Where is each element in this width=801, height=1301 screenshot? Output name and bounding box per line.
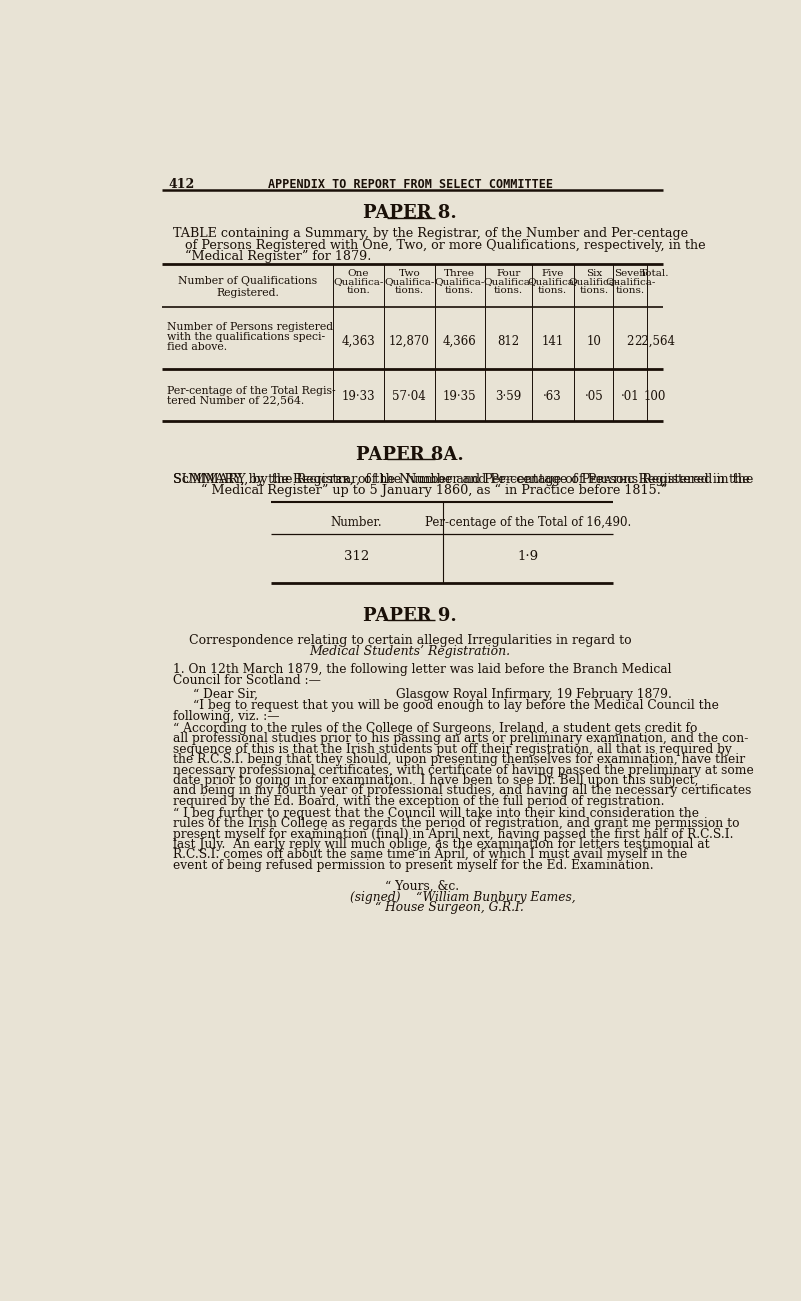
Text: Number of Qualifications: Number of Qualifications [178,276,317,286]
Text: sequence of this is that the Irish students put off their registration, all that: sequence of this is that the Irish stude… [173,743,732,756]
Text: Qualifica-: Qualifica- [483,277,533,286]
Text: APPENDIX TO REPORT FROM SELECT COMMITTEE: APPENDIX TO REPORT FROM SELECT COMMITTEE [268,178,553,191]
Text: “I beg to request that you will be good enough to lay before the Medical Council: “I beg to request that you will be good … [193,699,719,712]
Text: fied above.: fied above. [167,342,227,353]
Text: 19·35: 19·35 [443,390,477,403]
Text: tions.: tions. [445,286,474,295]
Text: Total.: Total. [640,268,670,277]
Text: “ House Surgeon, G.R.I.: “ House Surgeon, G.R.I. [375,902,524,915]
Text: tions.: tions. [579,286,609,295]
Text: One: One [348,268,369,277]
Text: event of being refused permission to present myself for the Ed. Examination.: event of being refused permission to pre… [173,859,654,872]
Text: “ Medical Register” up to 5 January 1860, as “ in Practice before 1815.”: “ Medical Register” up to 5 January 1860… [201,484,667,497]
Text: tions.: tions. [494,286,523,295]
Text: Seven: Seven [614,268,646,277]
Text: 1. On 12th March 1879, the following letter was laid before the Branch Medical: 1. On 12th March 1879, the following let… [173,662,671,675]
Text: ·05: ·05 [585,390,603,403]
Text: Glasgow Royal Infirmary, 19 February 1879.: Glasgow Royal Infirmary, 19 February 187… [396,688,672,701]
Text: 12,870: 12,870 [389,334,430,347]
Text: tered Number of 22,564.: tered Number of 22,564. [167,396,304,406]
Text: “ According to the rules of the College of Surgeons, Ireland, a student gets cre: “ According to the rules of the College … [173,722,698,735]
Text: 412: 412 [168,178,195,191]
Text: Three: Three [445,268,475,277]
Text: with the qualifications speci-: with the qualifications speci- [167,333,325,342]
Text: 57·04: 57·04 [392,390,426,403]
Text: the R.C.S.I. being that they should, upon presenting themselves for examination,: the R.C.S.I. being that they should, upo… [173,753,745,766]
Text: Number.: Number. [331,515,382,528]
Text: 22,564: 22,564 [634,334,675,347]
Text: 10: 10 [586,334,602,347]
Text: rules of the Irish College as regards the period of registration, and grant me p: rules of the Irish College as regards th… [173,817,739,830]
Text: SUMMARY, by the Registrar, of the Number and Per-centage of Persons Registered i: SUMMARY, by the Registrar, of the Number… [173,472,754,485]
Text: Six: Six [586,268,602,277]
Text: PAPER 9.: PAPER 9. [363,606,457,624]
Text: Qualifica-: Qualifica- [333,277,384,286]
Text: all professional studies prior to his passing an arts or preliminary examination: all professional studies prior to his pa… [173,732,748,745]
Text: Registered.: Registered. [216,288,279,298]
Text: “Medical Register” for 1879.: “Medical Register” for 1879. [185,250,372,263]
Text: ·01: ·01 [621,390,639,403]
Text: date prior to going in for examination.  I have been to see Dr. Bell upon this s: date prior to going in for examination. … [173,774,698,787]
Text: Medical Students’ Registration.: Medical Students’ Registration. [309,645,511,658]
Text: tions.: tions. [538,286,567,295]
Text: Qualifica-: Qualifica- [569,277,619,286]
Text: 812: 812 [497,334,520,347]
Text: 312: 312 [344,549,369,562]
Text: 4,366: 4,366 [443,334,477,347]
Text: following, viz. :—: following, viz. :— [173,710,280,723]
Text: Per-centage of the Total Regis-: Per-centage of the Total Regis- [167,385,336,396]
Text: SᴄMMARY, by the Rᴇɢɪᴄᴛʀʀ, of the Number and Per-centage of Pᴇʀᴀᴛнᴄ Registered in: SᴄMMARY, by the Rᴇɢɪᴄᴛʀʀ, of the Number … [173,472,750,485]
Text: “ I beg further to request that the Council will take into their kind considerat: “ I beg further to request that the Coun… [173,807,699,820]
Text: necessary professional certificates, with certificate of having passed the preli: necessary professional certificates, wit… [173,764,754,777]
Text: 19·33: 19·33 [341,390,375,403]
Text: Five: Five [541,268,564,277]
Text: “ Yours, &c.: “ Yours, &c. [385,879,460,892]
Text: tions.: tions. [395,286,424,295]
Text: 2: 2 [626,334,634,347]
Text: 3·59: 3·59 [496,390,521,403]
Text: Four: Four [497,268,521,277]
Text: TABLE containing a Summary, by the Registrar, of the Number and Per-centage: TABLE containing a Summary, by the Regis… [173,226,688,239]
Text: Number of Persons registered: Number of Persons registered [167,323,333,333]
Text: of Persons Registered with One, Two, or more Qualifications, respectively, in th: of Persons Registered with One, Two, or … [185,238,706,251]
Text: 100: 100 [644,390,666,403]
Text: Correspondence relating to certain alleged Irregularities in regard to: Correspondence relating to certain alleg… [189,634,631,647]
Text: 4,363: 4,363 [341,334,375,347]
Text: Qualifica-: Qualifica- [434,277,485,286]
Text: required by the Ed. Board, with the exception of the full period of registration: required by the Ed. Board, with the exce… [173,795,665,808]
Text: tion.: tion. [346,286,370,295]
Text: and being in my fourth year of professional studies, and having all the necessar: and being in my fourth year of professio… [173,785,751,798]
Text: Per-centage of the Total of 16,490.: Per-centage of the Total of 16,490. [425,515,631,528]
Text: ·63: ·63 [543,390,562,403]
Text: PAPER 8.: PAPER 8. [363,204,457,222]
Text: 141: 141 [541,334,564,347]
Text: Qualifica-: Qualifica- [528,277,578,286]
Text: Qualifica-: Qualifica- [384,277,434,286]
Text: Qualifica-: Qualifica- [605,277,655,286]
Text: R.C.S.I. comes off about the same time in April, of which I must avail myself in: R.C.S.I. comes off about the same time i… [173,848,687,861]
Text: “ Dear Sir,: “ Dear Sir, [193,688,258,701]
Text: last July.  An early reply will much oblige, as the examination for letters test: last July. An early reply will much obli… [173,838,710,851]
Text: PAPER 8A.: PAPER 8A. [356,446,464,463]
Text: Council for Scotland :—: Council for Scotland :— [173,674,321,687]
Text: Two: Two [398,268,421,277]
Text: 1·9: 1·9 [517,549,538,562]
Text: tions.: tions. [616,286,645,295]
Text: present myself for examination (final) in April next, having passed the first ha: present myself for examination (final) i… [173,827,734,840]
Text: (signed)    “William Bunbury Eames,: (signed) “William Bunbury Eames, [351,891,576,904]
